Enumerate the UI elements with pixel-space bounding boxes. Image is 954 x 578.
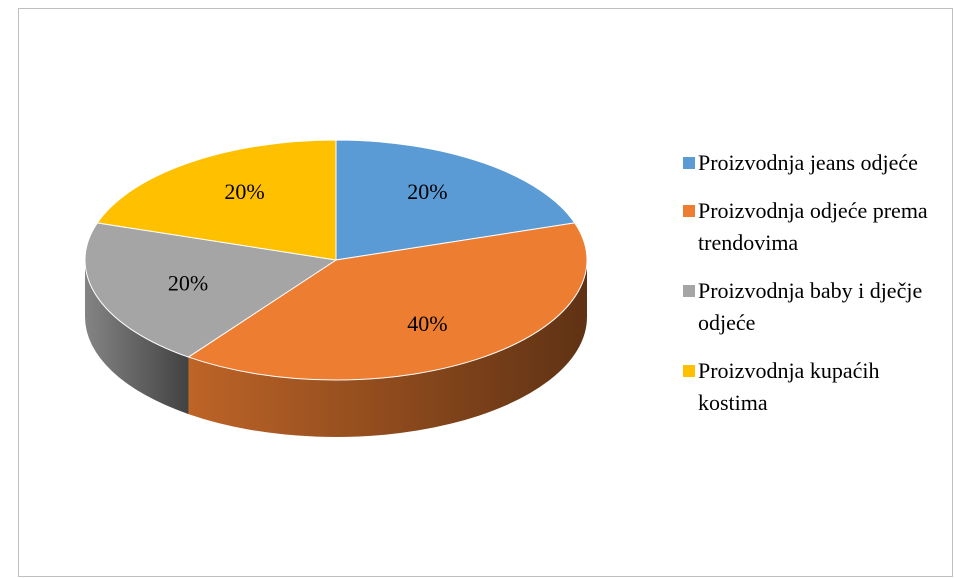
data-label: 40% <box>407 311 447 336</box>
pie-side <box>85 260 189 415</box>
pie-slice <box>96 139 337 261</box>
legend-item: Proizvodnja kupaćih kostima <box>683 355 948 419</box>
legend-item: Proizvodnja jeans odjeće <box>683 147 948 179</box>
pie-slice <box>84 222 338 358</box>
legend-label: Proizvodnja odjeće prema trendovima <box>698 198 928 255</box>
legend-item: Proizvodnja odjeće prema trendovima <box>683 195 948 259</box>
legend-swatch <box>683 205 695 217</box>
legend-item: Proizvodnja baby i dječje odjeće <box>683 275 948 339</box>
chart-border <box>18 8 953 577</box>
legend-swatch <box>683 157 695 169</box>
legend: Proizvodnja jeans odjeće Proizvodnja odje… <box>683 147 948 435</box>
legend-label: Proizvodnja kupaćih kostima <box>698 358 880 415</box>
pie-sides <box>85 260 588 438</box>
data-label: 20% <box>407 179 447 204</box>
pie-slice <box>187 222 588 381</box>
legend-label: Proizvodnja jeans odjeće <box>698 150 918 175</box>
pie-slice <box>335 139 576 261</box>
pie-tops <box>84 139 588 381</box>
legend-swatch <box>683 285 695 297</box>
data-label: 20% <box>224 179 264 204</box>
data-label: 20% <box>168 270 208 295</box>
legend-label: Proizvodnja baby i dječje odjeće <box>698 278 923 335</box>
pie-labels: 20% 40% 20% 20% <box>168 179 448 336</box>
pie-side <box>188 260 588 438</box>
legend-swatch <box>683 365 695 377</box>
